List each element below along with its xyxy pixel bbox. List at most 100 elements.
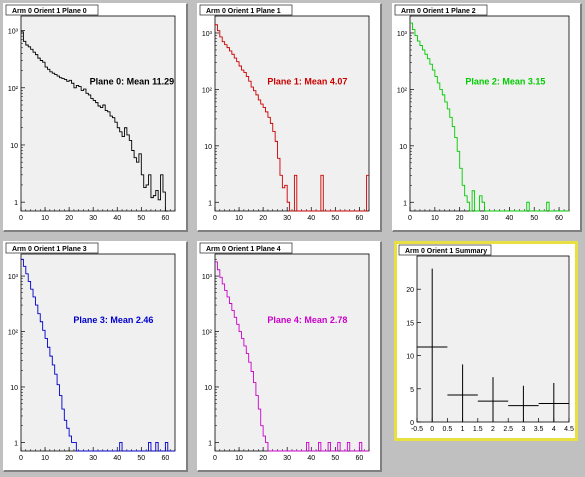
summary-point xyxy=(477,377,509,422)
x-tick-label: 40 xyxy=(113,455,121,462)
x-tick-label: -0.5 xyxy=(411,426,423,433)
summary-point xyxy=(447,364,478,422)
pad-plane-3[interactable]: Arm 0 Orient 1 Plane 3 0 10 20 30 40 50 60 1 10 10… xyxy=(3,241,188,472)
title-frame xyxy=(398,244,492,256)
chart-plane-0: Arm 0 Orient 1 Plane 0 0 10 20 30 40 50 60 1 10 10… xyxy=(5,4,176,222)
x-tick-label: 0 xyxy=(213,455,217,462)
chart-title-box: Arm 0 Orient 1 Summary xyxy=(398,244,492,256)
y-tick-label: 1 xyxy=(403,200,407,207)
chart-title: Arm 0 Orient 1 Plane 2 xyxy=(401,8,476,15)
pad-plane-2[interactable]: Arm 0 Orient 1 Plane 2 0 10 20 30 40 50 60 1 10 10… xyxy=(392,3,582,232)
x-tick-label: 3.5 xyxy=(534,426,544,433)
title-frame xyxy=(199,4,293,16)
x-tick-label: 30 xyxy=(283,215,291,222)
y-tick-label: 1 xyxy=(208,440,212,447)
x-tick-label: 20 xyxy=(259,215,267,222)
plot-area xyxy=(409,15,570,212)
mean-annotation: Plane 2: Mean 3.15 xyxy=(465,76,545,86)
x-tick-label: 50 xyxy=(331,215,339,222)
x-tick-label: 4 xyxy=(552,426,556,433)
histogram-series xyxy=(21,31,168,212)
x-tick-label: 20 xyxy=(456,215,464,222)
y-tick-label: 0 xyxy=(410,420,414,427)
x-tick-label: 60 xyxy=(555,215,563,222)
plot-area xyxy=(214,15,370,212)
x-tick-label: 50 xyxy=(530,215,538,222)
x-tick-label: 0.5 xyxy=(443,426,453,433)
x-tick-label: 20 xyxy=(65,455,73,462)
histogram-series xyxy=(21,258,175,452)
mean-annotation: Plane 4: Mean 2.78 xyxy=(267,315,347,325)
x-tick-label: 50 xyxy=(137,215,145,222)
y-tick-label: 10³ xyxy=(202,31,213,38)
summary-point xyxy=(538,382,569,422)
histogram-series xyxy=(215,24,369,212)
summary-point xyxy=(508,385,539,422)
y-tick-label: 1 xyxy=(208,200,212,207)
x-tick-label: 30 xyxy=(89,215,97,222)
y-tick-label: 10 xyxy=(406,354,414,361)
pad-plane-4[interactable]: Arm 0 Orient 1 Plane 4 0 10 20 30 40 50 60 1 10 10… xyxy=(197,241,382,472)
chart-title: Arm 0 Orient 1 Summary xyxy=(405,248,487,255)
x-tick-label: 3 xyxy=(521,426,525,433)
chart-title: Arm 0 Orient 1 Plane 1 xyxy=(206,8,281,15)
pad-plane-0[interactable]: Arm 0 Orient 1 Plane 0 0 10 20 30 40 50 60 1 10 10… xyxy=(3,3,188,232)
pad-summary[interactable]: Arm 0 Orient 1 Summary -0.5 0 0.5 1 1.5 2 2.5 3 3… xyxy=(394,241,578,441)
x-tick-label: 0 xyxy=(408,215,412,222)
y-tick-label: 10³ xyxy=(202,274,213,281)
x-tick-label: 0 xyxy=(19,455,23,462)
y-tick-label: 1 xyxy=(14,200,18,207)
chart-title-box: Arm 0 Orient 1 Plane 3 xyxy=(5,242,99,254)
title-frame xyxy=(394,4,488,16)
y-tick-label: 10 xyxy=(204,144,212,151)
title-frame xyxy=(5,242,99,254)
title-frame xyxy=(199,242,293,254)
chart-plane-3: Arm 0 Orient 1 Plane 3 0 10 20 30 40 50 60 1 10 10… xyxy=(5,242,176,462)
x-tick-label: 0 xyxy=(19,215,23,222)
x-tick-label: 10 xyxy=(41,215,49,222)
x-tick-label: 1.5 xyxy=(473,426,483,433)
x-tick-label: 60 xyxy=(161,215,169,222)
x-tick-label: 30 xyxy=(89,455,97,462)
x-tick-label: 10 xyxy=(41,455,49,462)
y-tick-label: 15 xyxy=(406,320,414,327)
summary-point xyxy=(417,268,448,422)
x-tick-label: 10 xyxy=(235,215,243,222)
y-tick-label: 10² xyxy=(8,86,19,93)
x-tick-label: 40 xyxy=(113,215,121,222)
x-tick-label: 2.5 xyxy=(503,426,513,433)
histogram-series xyxy=(215,261,369,452)
x-tick-label: 40 xyxy=(307,215,315,222)
mean-annotation: Plane 3: Mean 2.46 xyxy=(73,315,153,325)
pad-plane-1[interactable]: Arm 0 Orient 1 Plane 1 0 10 20 30 40 50 60 1 10 10… xyxy=(197,3,382,232)
plot-area xyxy=(20,15,176,212)
mean-annotation: Plane 1: Mean 4.07 xyxy=(267,76,347,86)
mean-annotation: Plane 0: Mean 11.29 xyxy=(90,76,175,86)
x-tick-label: 60 xyxy=(161,455,169,462)
chart-title: Arm 0 Orient 1 Plane 0 xyxy=(12,8,87,15)
x-tick-label: 30 xyxy=(283,455,291,462)
chart-title-box: Arm 0 Orient 1 Plane 1 xyxy=(199,4,293,16)
x-tick-label: 50 xyxy=(331,455,339,462)
x-tick-label: 4.5 xyxy=(564,426,574,433)
chart-title: Arm 0 Orient 1 Plane 3 xyxy=(12,246,87,253)
plot-area xyxy=(214,253,370,452)
histogram-series xyxy=(410,22,569,212)
y-tick-label: 10 xyxy=(399,144,407,151)
chart-plane-1: Arm 0 Orient 1 Plane 1 0 10 20 30 40 50 60 1 10 10… xyxy=(199,4,370,222)
x-tick-label: 30 xyxy=(481,215,489,222)
y-tick-label: 10 xyxy=(204,385,212,392)
x-tick-label: 20 xyxy=(259,455,267,462)
plot-area xyxy=(20,253,176,452)
chart-plane-4: Arm 0 Orient 1 Plane 4 0 10 20 30 40 50 60 1 10 10… xyxy=(199,242,370,462)
chart-title-box: Arm 0 Orient 1 Plane 4 xyxy=(199,242,293,254)
x-tick-label: 40 xyxy=(505,215,513,222)
y-tick-label: 1 xyxy=(14,440,18,447)
y-tick-label: 20 xyxy=(406,287,414,294)
chart-title-box: Arm 0 Orient 1 Plane 2 xyxy=(394,4,488,16)
title-frame xyxy=(5,4,99,16)
x-tick-label: 2 xyxy=(491,426,495,433)
chart-summary: Arm 0 Orient 1 Summary-0.5 0 0.5 1 1.5 2 2.5 3 3… xyxy=(398,244,574,433)
x-tick-label: 0 xyxy=(213,215,217,222)
y-tick-label: 10² xyxy=(397,87,408,94)
